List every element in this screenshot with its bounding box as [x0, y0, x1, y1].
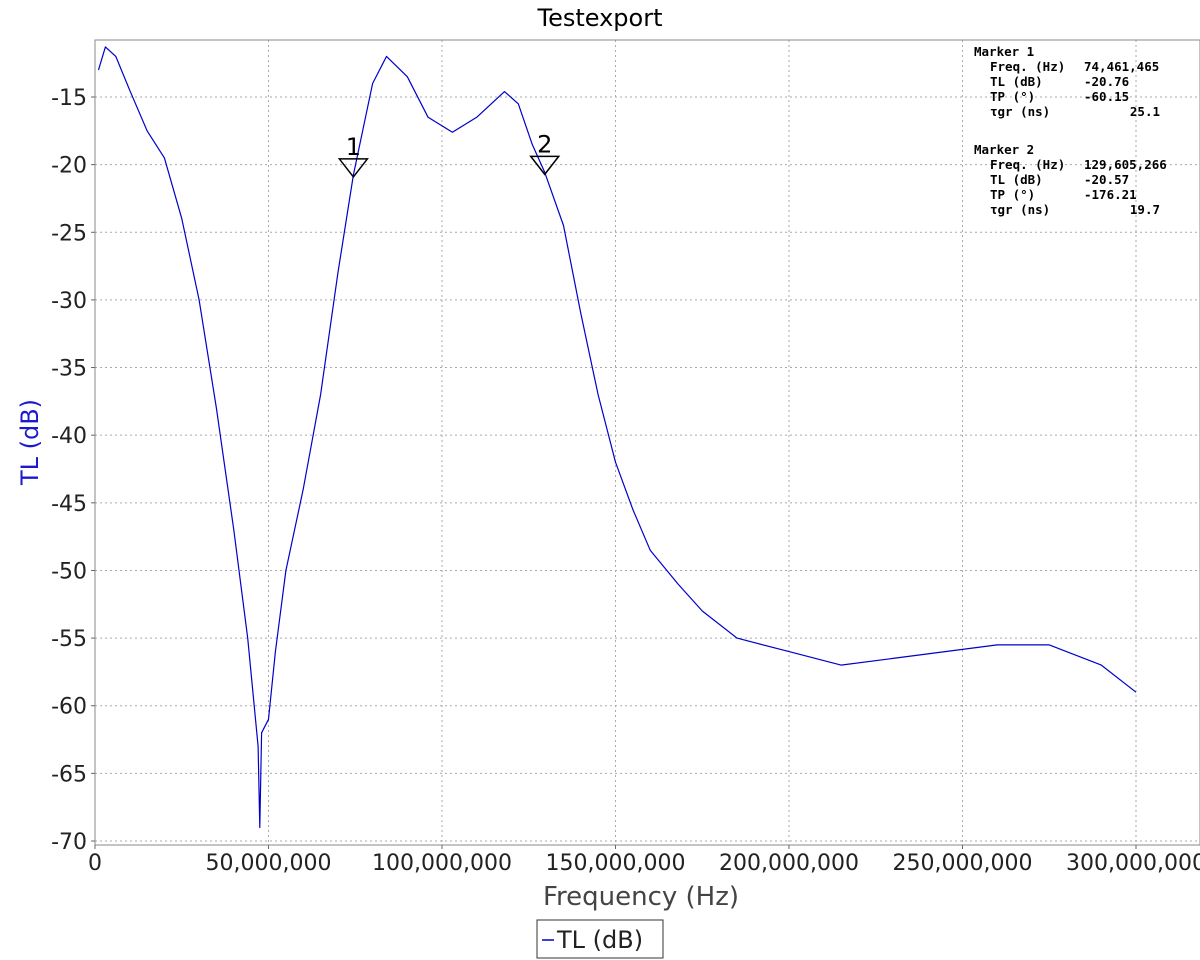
marker-info-key: τgr (ns) — [990, 104, 1050, 119]
marker-info-key: TP (°) — [990, 89, 1035, 104]
x-tick-label: 0 — [88, 851, 102, 876]
marker-info-key: TP (°) — [990, 187, 1035, 202]
legend: TL (dB) — [536, 919, 664, 959]
y-tick-label: -55 — [51, 627, 87, 652]
legend-entry-tl: TL (dB) — [556, 926, 643, 954]
marker-info-value: -20.76 — [1084, 74, 1129, 89]
x-axis-label: Frequency (Hz) — [543, 882, 739, 912]
marker-info-key: TL (dB) — [990, 172, 1043, 187]
y-tick-label: -45 — [51, 492, 87, 517]
marker-number: 2 — [537, 130, 552, 158]
marker-info-value: 25.1 — [1130, 104, 1160, 119]
marker-info-value: -60.15 — [1084, 89, 1129, 104]
plot-area — [94, 39, 1200, 846]
y-tick-label: -50 — [51, 559, 87, 584]
marker-info-key: τgr (ns) — [990, 202, 1050, 217]
marker-info-title: Marker 1 — [974, 44, 1034, 59]
x-axis-ticks: 0 50,000,000 100,000,000 150,000,000 200,000… — [88, 845, 1200, 876]
x-tick-label: 150,000,000 — [546, 851, 686, 876]
y-tick-label: -40 — [51, 424, 87, 449]
legend-box — [536, 919, 664, 959]
marker-2: 2 — [529, 130, 561, 176]
marker-info-value: 129,605,266 — [1084, 157, 1167, 172]
marker-info-key: TL (dB) — [990, 74, 1043, 89]
marker-info-value: 19.7 — [1130, 202, 1160, 217]
marker-info-title: Marker 2 — [974, 142, 1034, 157]
chart-title: Testexport — [536, 4, 662, 32]
y-tick-label: -15 — [51, 86, 87, 111]
x-tick-label: 100,000,000 — [372, 851, 512, 876]
grid — [94, 40, 1200, 845]
y-tick-label: -30 — [51, 289, 87, 314]
marker-triangle — [529, 155, 561, 176]
series-line-tl — [97, 46, 1137, 829]
marker-number: 1 — [346, 133, 361, 161]
series-layer — [97, 46, 1137, 829]
y-tick-label: -25 — [51, 221, 87, 246]
x-tick-label: 200,000,000 — [719, 851, 859, 876]
marker-info-value: -20.57 — [1084, 172, 1129, 187]
y-tick-label: -60 — [51, 695, 87, 720]
y-axis-label: TL (dB) — [16, 399, 44, 486]
y-tick-label: -65 — [51, 762, 87, 787]
y-tick-label: -70 — [51, 830, 87, 855]
x-tick-label: 250,000,000 — [893, 851, 1033, 876]
marker-info-key: Freq. (Hz) — [990, 157, 1065, 172]
marker-info-key: Freq. (Hz) — [990, 59, 1065, 74]
marker-1: 1 — [337, 133, 369, 179]
marker-info-value: 74,461,465 — [1084, 59, 1159, 74]
x-tick-label: 300,000,000 — [1066, 851, 1200, 876]
marker-info-value: -176.21 — [1084, 187, 1137, 202]
y-tick-label: -35 — [51, 357, 87, 382]
y-tick-label: -20 — [51, 154, 87, 179]
x-tick-label: 50,000,000 — [206, 851, 332, 876]
y-axis-ticks: -70 -65 -60 -55 -50 -45 -40 -35 -30 -25 -20 -15 — [51, 86, 95, 855]
marker-triangle — [337, 158, 369, 179]
